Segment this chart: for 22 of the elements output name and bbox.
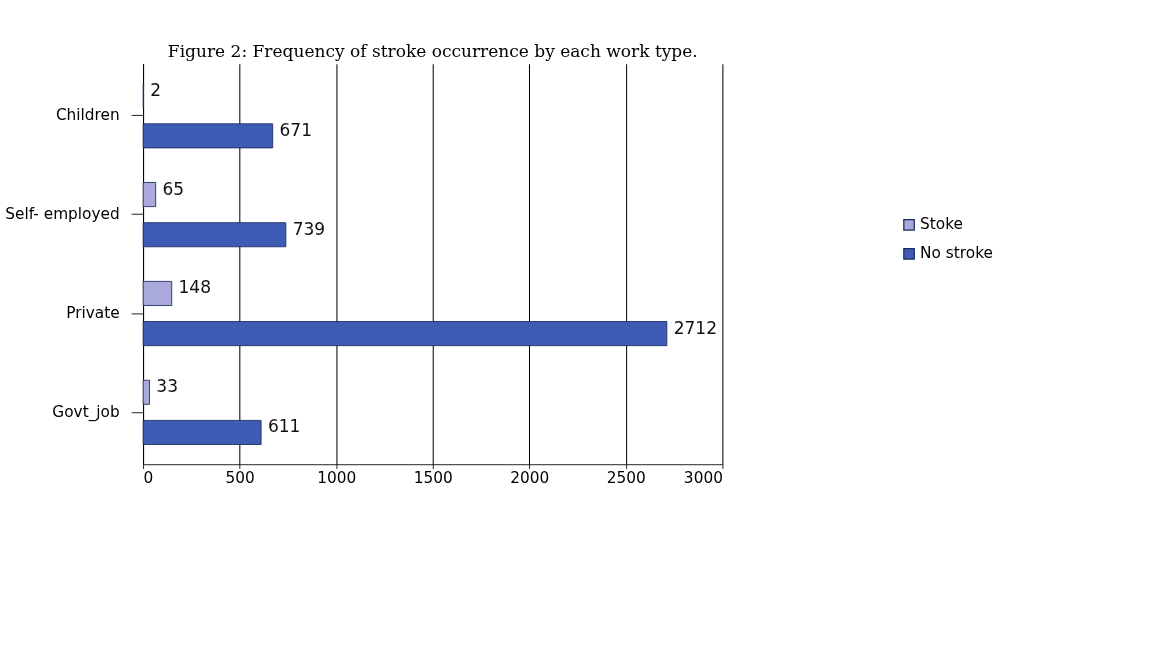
y-tick-label: Govt_job	[52, 402, 120, 422]
data-label: 611	[267, 416, 301, 437]
legend-label: No stroke	[920, 244, 993, 263]
x-tick-label: 1500	[413, 468, 453, 487]
x-tick-label: 0	[143, 468, 154, 487]
data-label: 2	[150, 79, 162, 100]
x-tick-label: 1000	[317, 468, 357, 487]
y-tick-label: Private	[66, 303, 120, 322]
x-tick-label: 3000	[683, 468, 723, 487]
data-label: 739	[292, 218, 326, 239]
data-label: 65	[162, 178, 185, 199]
data-label: 2712	[673, 317, 717, 338]
x-tick-label: 2000	[510, 468, 550, 487]
y-tick-label: Self- employed	[5, 204, 120, 223]
x-tick-label: 2500	[606, 468, 646, 487]
y-tick-label: Children	[55, 106, 120, 125]
data-label: 33	[156, 376, 178, 397]
data-label: 671	[279, 119, 313, 140]
legend-label: Stoke	[920, 215, 964, 234]
chart-title: Figure 2: Frequency of stroke occurrence by each work type.	[167, 41, 698, 62]
data-label: 148	[178, 277, 212, 298]
x-tick-label: 500	[225, 468, 255, 487]
